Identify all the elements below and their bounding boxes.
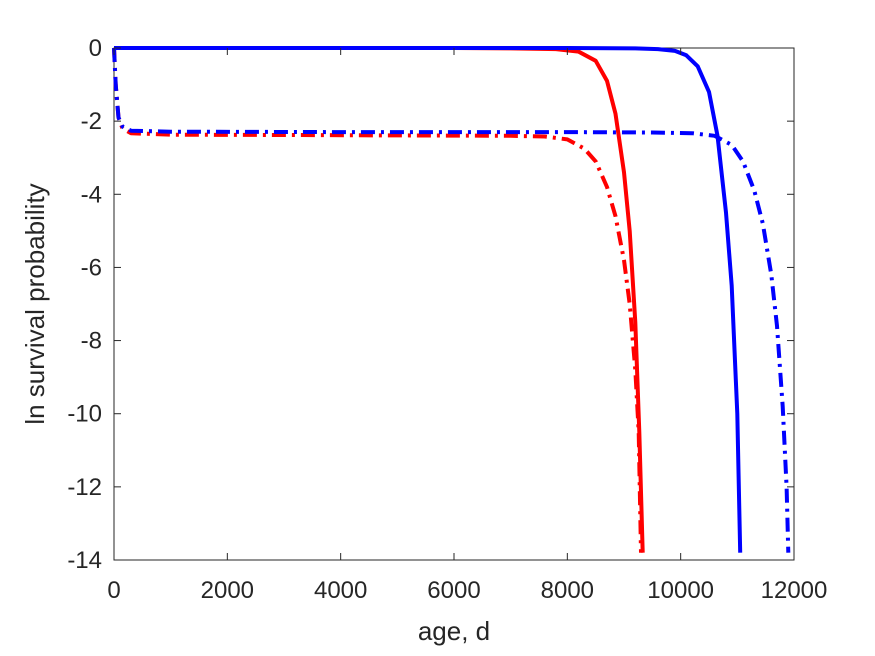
y-tick-label: -2 xyxy=(81,108,102,135)
x-tick-label: 4000 xyxy=(314,577,367,604)
series-layer xyxy=(112,46,791,553)
tick-layer: 0 2000 4000 6000 8000 10000 12000 0 -2 -4 -6 -8 -10 -… xyxy=(67,35,827,604)
y-tick-label: 0 xyxy=(89,35,102,62)
y-tick-label: -14 xyxy=(67,547,102,574)
x-tick-label: 2000 xyxy=(201,577,254,604)
x-tick-label: 0 xyxy=(107,577,120,604)
x-tick-label: 10000 xyxy=(647,577,714,604)
x-tick-label: 8000 xyxy=(541,577,594,604)
series-line-4 xyxy=(112,47,791,553)
x-tick-label: 6000 xyxy=(427,577,480,604)
y-tick-label: -12 xyxy=(67,474,102,501)
y-tick-label: -10 xyxy=(67,401,102,428)
y-axis-label: ln survival probability xyxy=(20,183,50,424)
y-tick-label: -4 xyxy=(81,181,102,208)
y-tick-label: -6 xyxy=(81,254,102,281)
series-line-3 xyxy=(114,46,743,553)
x-tick-label: 12000 xyxy=(761,577,828,604)
series-line-2 xyxy=(112,47,643,553)
y-tick-label: -8 xyxy=(81,328,102,355)
x-axis-label: age, d xyxy=(418,616,490,646)
plot-frame xyxy=(113,47,795,561)
